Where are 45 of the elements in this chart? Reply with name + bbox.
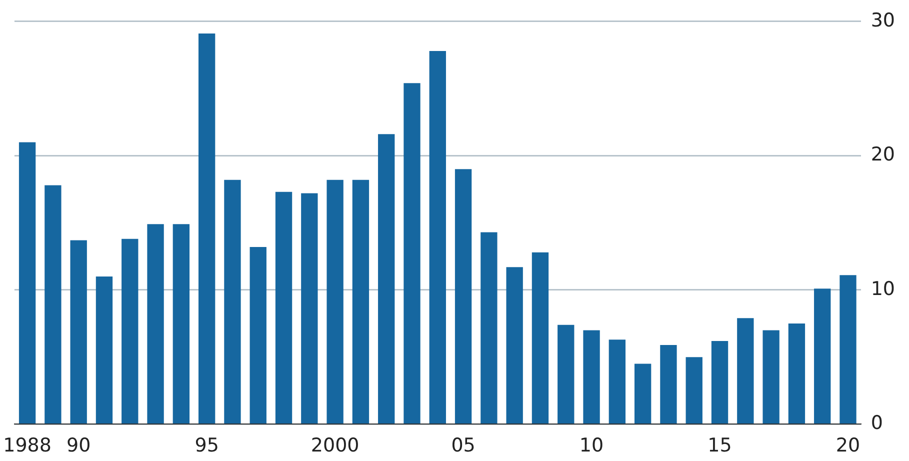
bar <box>558 324 574 424</box>
bar <box>788 324 806 424</box>
bar <box>429 50 446 424</box>
x-tick-label: 1988 <box>3 434 52 457</box>
bar <box>711 340 728 424</box>
bar <box>224 180 241 424</box>
x-tick-label: 15 <box>708 434 732 457</box>
bar <box>532 252 549 424</box>
bar <box>96 276 113 424</box>
bar <box>454 169 472 424</box>
y-tick-label: 30 <box>870 9 896 32</box>
bar <box>686 357 702 424</box>
bar <box>660 344 677 424</box>
y-tick-label: 0 <box>870 412 883 434</box>
bar <box>480 232 498 424</box>
bar <box>301 193 318 424</box>
bar <box>814 288 831 424</box>
x-tick-label: 95 <box>194 434 219 457</box>
bar <box>840 275 856 424</box>
bar <box>275 192 292 424</box>
bar <box>198 33 216 424</box>
bar <box>250 246 266 424</box>
y-tick-label: 10 <box>870 278 896 300</box>
bar <box>608 340 626 424</box>
y-tick-label: 20 <box>870 144 896 166</box>
bar <box>583 330 600 424</box>
x-tick-label: 05 <box>451 434 476 457</box>
bar <box>737 318 754 424</box>
bar <box>70 240 87 424</box>
x-tick-label: 10 <box>579 434 604 457</box>
bar <box>172 224 190 424</box>
bar <box>506 267 523 424</box>
bar <box>352 180 370 424</box>
bar <box>18 142 36 424</box>
bar <box>326 180 344 424</box>
bar <box>404 83 420 424</box>
bar <box>44 185 62 424</box>
bar <box>762 330 780 424</box>
x-tick-label: 20 <box>836 434 860 457</box>
bar <box>634 364 652 424</box>
bar <box>378 134 395 424</box>
bar <box>147 224 164 424</box>
x-tick-label: 2000 <box>310 434 360 457</box>
bar <box>122 238 138 424</box>
x-tick-label: 90 <box>66 434 91 457</box>
